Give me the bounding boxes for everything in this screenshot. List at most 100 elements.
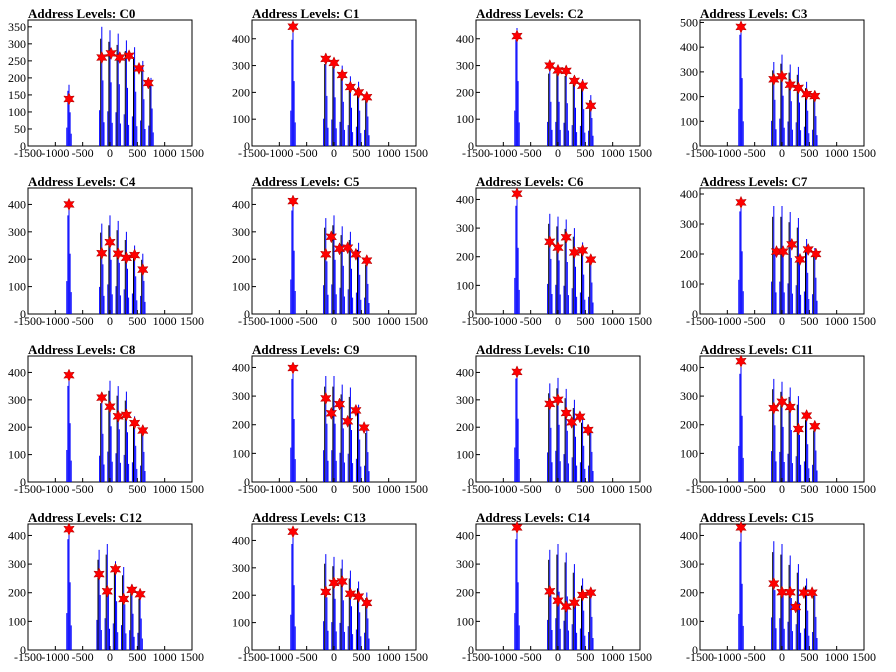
peak-marker [789,600,802,614]
peak-marker [776,395,788,409]
peak-marker [776,69,788,83]
peak-marker [63,92,75,106]
peak-marker [768,576,780,591]
y-tick-label: 400 [456,528,474,542]
peak-marker [552,594,564,608]
peak-marker [735,520,747,535]
chart-panel-9: 0 100 200 300 400 -1500 -1000 -500 0 500 1000 1500 A… [224,336,448,504]
y-tick-label: 100 [8,614,26,628]
peak-marker [809,89,821,103]
peak-marker [287,525,299,539]
chart-plot-6: 0 100 200 300 400 -1500 -1000 -500 0 500 1000 1500 [456,187,652,328]
x-tick-label: 0 [779,650,785,664]
x-tick-label: -1500 [686,650,714,664]
chart-title: Address Levels: C15 [700,510,814,525]
x-tick-label: 1000 [377,650,401,664]
y-tick-label: 200 [680,90,698,104]
y-tick-label: 100 [680,114,698,128]
x-tick-label: 0 [779,482,785,496]
y-tick-label: 100 [8,448,26,462]
x-tick-label: -1000 [265,482,293,496]
peak-marker [123,49,135,63]
y-tick-label: 400 [680,40,698,54]
chart-panel-13: 0 100 200 300 400 -1500 -1000 -500 0 500 1000 1500 A… [224,504,448,672]
x-tick-label: -1000 [489,650,517,664]
y-tick-label: 100 [456,614,474,628]
x-tick-label: -1500 [238,482,266,496]
x-tick-label: -500 [744,482,766,496]
chart-panel-1: 0 100 200 300 400 -1500 -1000 -500 0 500 1000 1500 A… [224,0,448,168]
peak-marker [768,401,780,415]
peak-marker [320,52,332,66]
y-tick-label: 100 [8,280,26,294]
x-tick-label: 1000 [153,482,177,496]
peak-marker [735,20,747,34]
y-tick-label: 100 [8,105,26,119]
y-tick-label: 50 [14,122,26,136]
chart-title: Address Levels: C10 [476,342,590,357]
peak-marker [105,46,117,61]
peak-marker [544,584,556,598]
peak-marker [511,365,523,379]
peak-marker [104,400,116,414]
chart-panel-12: 0 100 200 300 400 -1500 -1000 -500 0 500 1000 1500 A… [0,504,224,672]
peak-marker [560,599,572,614]
x-tick-label: -500 [72,146,94,160]
peak-marker [544,235,556,249]
peak-marker [325,230,338,244]
peak-marker [333,397,346,411]
x-tick-label: -1000 [713,650,741,664]
chart-plot-1: 0 100 200 300 400 -1500 -1000 -500 0 500 1000 1500 [232,19,428,160]
chart-panel-14: 0 100 200 300 400 -1500 -1000 -500 0 500 1000 1500 A… [448,504,672,672]
peak-marker [325,406,338,420]
chart-plot-5: 0 100 200 300 400 -1500 -1000 -500 0 500 1000 1500 [232,187,428,328]
peak-marker [320,247,332,261]
peak-marker [585,99,597,113]
peak-marker [104,235,116,249]
peak-marker [735,354,747,368]
peak-marker [287,361,299,375]
x-tick-label: -1000 [489,146,517,160]
x-tick-label: 1000 [601,482,625,496]
y-tick-label: 0 [244,307,250,321]
y-tick-label: 200 [232,85,250,99]
y-tick-label: 300 [680,217,698,231]
peak-marker [792,422,805,436]
peak-marker [287,20,299,34]
x-tick-label: 1500 [404,314,428,328]
chart-panel-6: 0 100 200 300 400 -1500 -1000 -500 0 500 1000 1500 A… [448,168,672,336]
y-tick-label: 500 [680,15,698,29]
chart-plot-3: 0 100 200 300 400 500 -1500 -1000 -500 0 500 1000 15… [680,15,876,160]
y-tick-label: 0 [468,307,474,321]
y-tick-label: 200 [8,586,26,600]
x-tick-label: 500 [800,482,818,496]
x-tick-label: 1000 [153,146,177,160]
y-tick-label: 400 [232,32,250,46]
chart-panel-3: 0 100 200 300 400 500 -1500 -1000 -500 0 500 1000 15… [672,0,896,168]
y-tick-label: 100 [456,278,474,292]
x-tick-label: 1500 [404,650,428,664]
x-tick-label: -1000 [713,314,741,328]
chart-plot-13: 0 100 200 300 400 -1500 -1000 -500 0 500 1000 1500 [232,523,428,664]
x-tick-label: -500 [296,650,318,664]
x-tick-label: 500 [128,650,146,664]
x-tick-label: 500 [576,146,594,160]
y-tick-label: 300 [232,59,250,73]
y-tick-label: 300 [8,557,26,571]
x-tick-label: 1000 [377,482,401,496]
x-tick-label: 1500 [852,146,876,160]
peak-marker [794,252,806,267]
y-tick-label: 400 [232,533,250,547]
x-tick-label: 0 [555,146,561,160]
peak-marker [352,85,365,100]
x-tick-label: -1500 [238,314,266,328]
y-tick-label: 0 [692,307,698,321]
peak-marker [784,400,796,414]
peak-marker [128,416,141,430]
y-tick-label: 250 [8,54,26,68]
x-tick-label: -1500 [14,146,42,160]
x-tick-label: 0 [779,146,785,160]
peak-marker [96,390,108,405]
x-tick-label: -500 [72,650,94,664]
